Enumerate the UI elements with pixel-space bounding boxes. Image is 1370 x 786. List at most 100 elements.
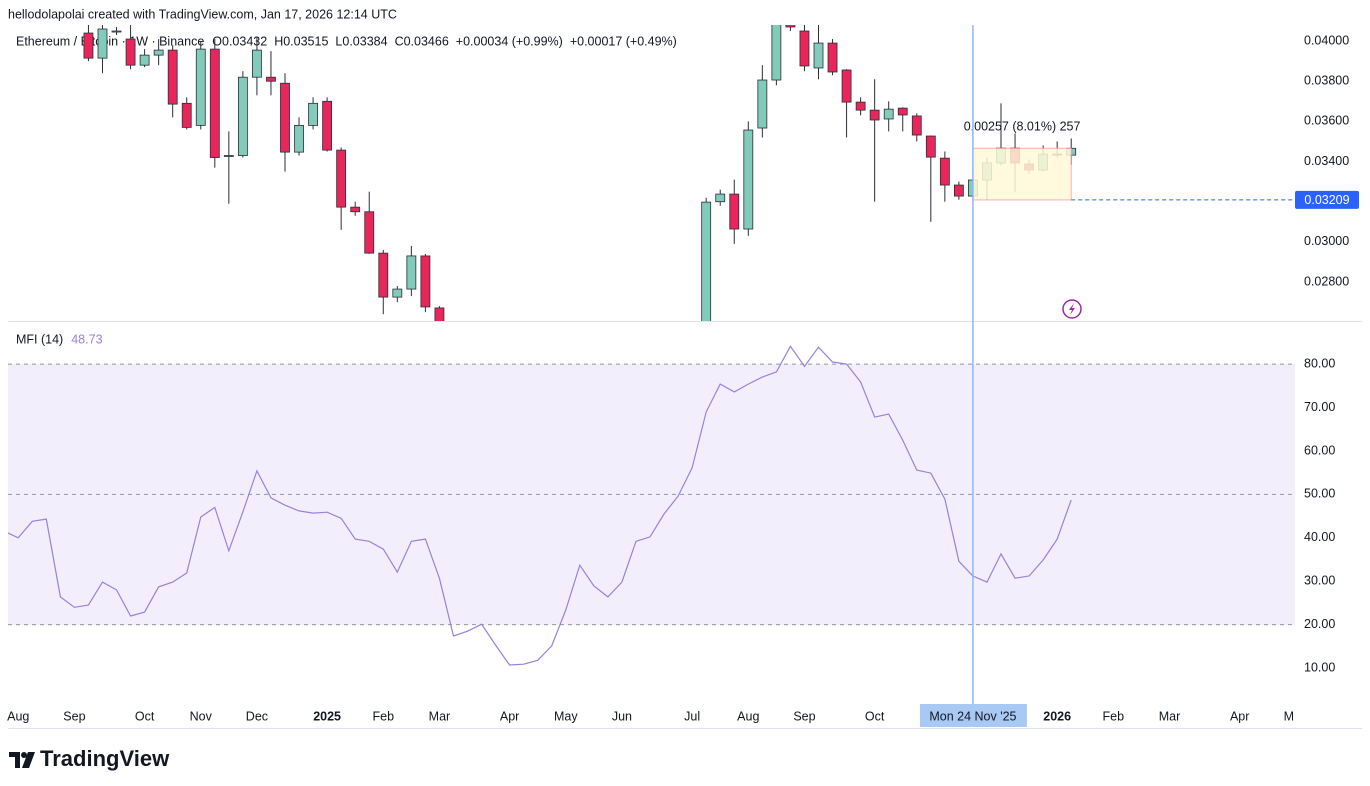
x-tick-label: 2025 xyxy=(313,709,341,723)
candle-body xyxy=(827,42,838,73)
y-tick-label: 0.03600 xyxy=(1304,114,1349,128)
y-tick-label: 50.00 xyxy=(1304,487,1335,501)
x-tick-label: Apr xyxy=(500,709,519,723)
candle-body xyxy=(350,206,361,213)
candle-body xyxy=(364,211,375,254)
x-tick-label: Sep xyxy=(793,709,815,723)
candle-body xyxy=(841,69,852,103)
x-tick-label: Feb xyxy=(373,709,395,723)
indicator-title: MFI (14) xyxy=(16,332,63,346)
candle-body xyxy=(111,30,122,33)
candle-body xyxy=(223,155,234,157)
candle-body xyxy=(785,25,796,28)
candle-body xyxy=(953,184,964,197)
y-tick-label: 10.00 xyxy=(1304,660,1335,674)
ohlc-value: O0.03432 xyxy=(212,34,267,48)
candle-body xyxy=(237,76,248,156)
x-tick-label: 2026 xyxy=(1043,709,1071,723)
candle-body xyxy=(883,108,894,120)
price-tag xyxy=(1295,190,1359,209)
x-tick-label: Jun xyxy=(612,709,632,723)
y-tick-label: 0.03800 xyxy=(1304,74,1349,88)
candle-body xyxy=(280,82,290,153)
candle-body xyxy=(743,129,754,230)
y-tick-label: 0.03400 xyxy=(1304,154,1349,168)
brand-logo xyxy=(9,752,35,768)
candle-body xyxy=(83,32,94,59)
y-tick-label: 0.03000 xyxy=(1304,234,1349,248)
candle-body xyxy=(378,252,389,298)
candle-body xyxy=(771,25,782,81)
x-tick-label: Mar xyxy=(1159,709,1181,723)
candle-body xyxy=(420,255,431,308)
crosshair-label: Mon 24 Nov '25 xyxy=(929,709,1016,723)
crosshair-label-bg xyxy=(919,704,1027,727)
candle-body xyxy=(392,288,403,298)
x-tick-label: Feb xyxy=(1103,709,1125,723)
x-tick-label: Aug xyxy=(737,709,759,723)
candle-body xyxy=(939,157,950,186)
ohlc-value: C0.03466 xyxy=(395,34,449,48)
x-tick-label: Apr xyxy=(1230,709,1249,723)
x-tick-label: Mar xyxy=(429,709,451,723)
y-tick-label: 60.00 xyxy=(1304,443,1335,457)
candle-body xyxy=(195,48,206,126)
ohlc-value: +0.00017 (+0.49%) xyxy=(570,34,677,48)
x-tick-label: M xyxy=(1284,709,1294,723)
x-tick-label: Sep xyxy=(63,709,85,723)
mfi-line xyxy=(8,345,1072,666)
ohlc-value: L0.03384 xyxy=(335,34,387,48)
candle-body xyxy=(715,193,726,203)
measure-label: 0.00257 (8.01%) 257 xyxy=(964,120,1081,134)
candle-body xyxy=(181,102,192,128)
candle-body xyxy=(97,28,108,59)
candle-body xyxy=(322,100,333,151)
x-tick-label: Jul xyxy=(684,709,700,723)
x-tick-label: May xyxy=(554,709,578,723)
candle-body xyxy=(911,115,922,136)
candle-body xyxy=(252,49,262,78)
y-tick-label: 30.00 xyxy=(1304,574,1335,588)
alert-icon xyxy=(1062,299,1082,319)
indicator-value: 48.73 xyxy=(71,332,102,346)
candle-body xyxy=(813,42,824,69)
price-tag-label: 0.03209 xyxy=(1304,193,1349,207)
candle-body xyxy=(336,149,347,208)
y-tick-label: 20.00 xyxy=(1304,617,1335,631)
candle-body xyxy=(869,109,880,121)
candle-body xyxy=(925,135,936,158)
x-tick-label: Dec xyxy=(246,709,268,723)
y-tick-label: 0.02800 xyxy=(1304,274,1349,288)
x-tick-label: Oct xyxy=(865,709,885,723)
measure-box xyxy=(972,147,1072,201)
candle-body xyxy=(434,307,445,321)
candle-body xyxy=(897,107,908,116)
candle-body xyxy=(855,101,866,111)
candle-body xyxy=(167,49,178,105)
candle-body xyxy=(153,49,164,56)
candle-body xyxy=(729,193,740,230)
candle-body xyxy=(266,76,276,82)
brand-name: TradingView xyxy=(40,746,170,771)
attribution: hellodolapolai created with TradingView.… xyxy=(8,7,397,21)
x-tick-label: Nov xyxy=(190,709,213,723)
y-tick-label: 80.00 xyxy=(1304,356,1335,370)
ohlc-value: +0.00034 (+0.99%) xyxy=(456,34,563,48)
candle-body xyxy=(799,30,810,67)
y-tick-label: 40.00 xyxy=(1304,530,1335,544)
candles xyxy=(83,25,1077,321)
y-tick-label: 70.00 xyxy=(1304,400,1335,414)
candle-body xyxy=(125,38,136,66)
candle-body xyxy=(308,102,318,126)
x-tick-label: Aug xyxy=(7,709,29,723)
y-tick-label: 0.04000 xyxy=(1304,33,1349,47)
candle-body xyxy=(406,255,417,290)
x-tick-label: Oct xyxy=(135,709,155,723)
candle-body xyxy=(294,125,304,153)
symbol-label: Ethereum / Bitcoin · 1W · Binance xyxy=(16,34,204,48)
ohlc-value: H0.03515 xyxy=(274,34,328,48)
candle-body xyxy=(139,54,150,66)
candle-body xyxy=(209,48,220,158)
candle-body xyxy=(701,201,712,321)
